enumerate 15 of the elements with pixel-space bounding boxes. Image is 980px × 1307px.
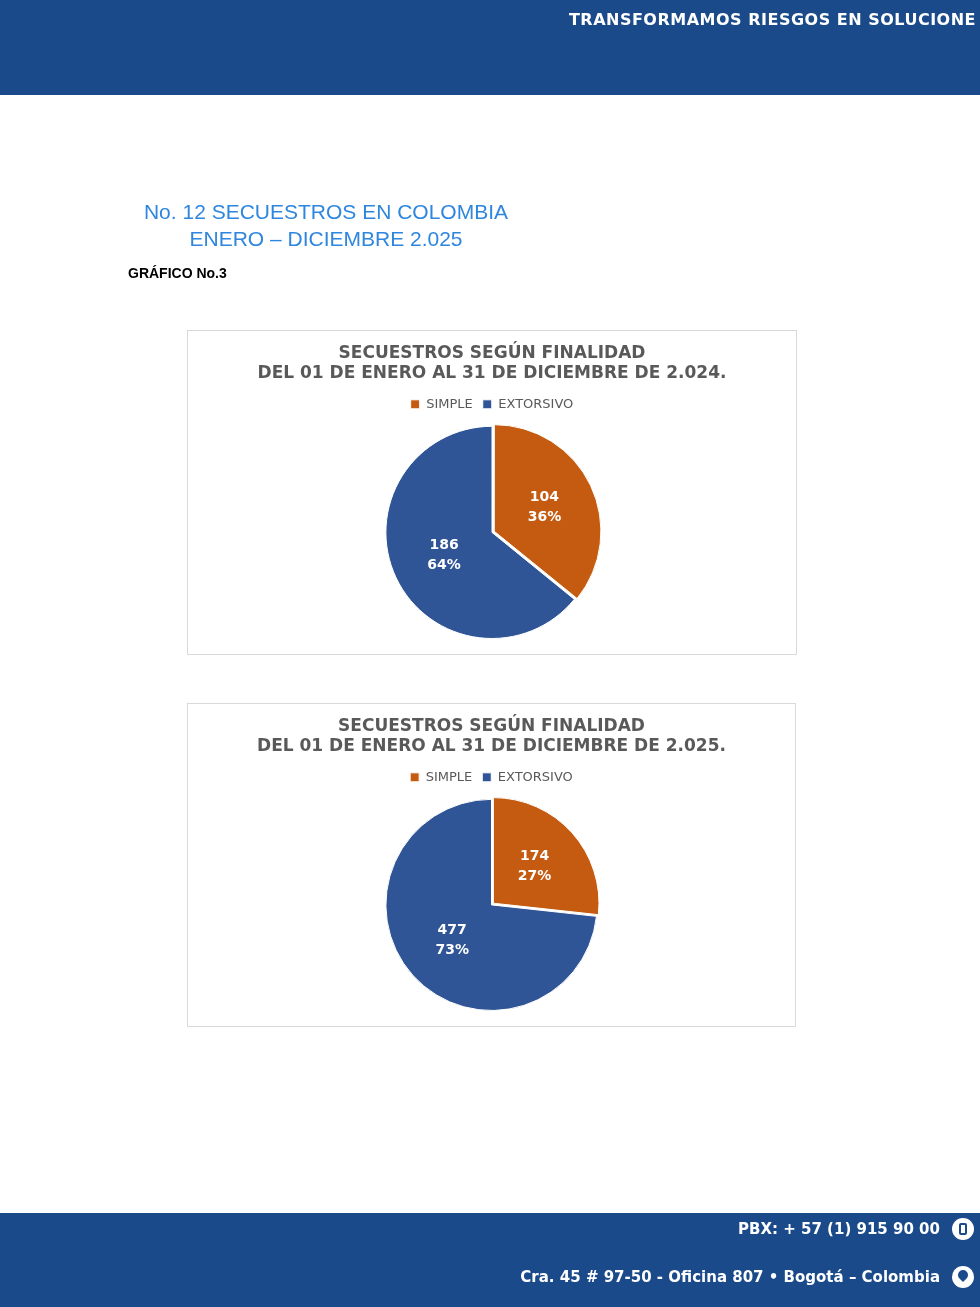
chart-title: SECUESTROS SEGÚN FINALIDAD DEL 01 DE ENERO AL 31 DE DICIEMBRE DE 2.025. [257, 713, 726, 756]
legend-label: EXTORSIVO [497, 768, 573, 784]
text: Cra. 45 # 97-50 - Oficina 807 • Bogotá – Colombia [520, 1268, 940, 1286]
text: No. 12 SECUESTROS EN COLOMBIA ENERO – DICIEMBRE 2.025 [142, 199, 510, 252]
text: TRANSFORMAMOS RIESGOS EN SOLUCIONE [568, 10, 976, 29]
legend-label: SIMPLE [425, 768, 473, 784]
legend-label: EXTORSIVO [498, 395, 574, 411]
data-label: 104 36% [527, 488, 562, 525]
text: PBX: + 57 (1) 915 90 00 [738, 1220, 940, 1238]
text: GRÁFICO No.3 [128, 265, 227, 281]
data-label: 477 73% [435, 920, 469, 957]
legend-label: SIMPLE [426, 395, 473, 411]
data-label: 174 27% [517, 846, 552, 883]
data-label: 186 64% [427, 535, 461, 572]
chart-title: SECUESTROS SEGÚN FINALIDAD DEL 01 DE ENERO AL 31 DE DICIEMBRE DE 2.024. [257, 340, 727, 383]
